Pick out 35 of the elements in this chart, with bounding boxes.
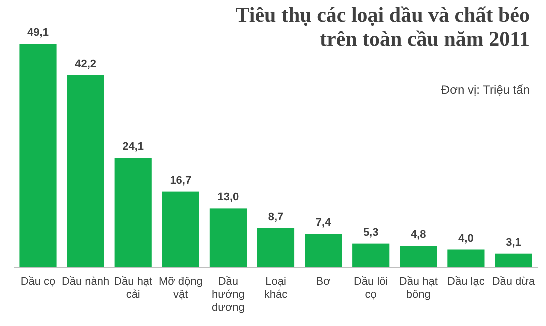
x-tick-label: Dầu nành [62, 276, 110, 288]
x-tick-label: Dầu cọ [20, 276, 56, 288]
x-tick-label: Dầu dừa [492, 276, 536, 288]
bar [352, 244, 390, 268]
data-label: 4,0 [458, 232, 474, 245]
data-label: 7,4 [316, 217, 332, 230]
x-tick-label: Bơ [316, 276, 331, 288]
data-label: 16,7 [170, 174, 192, 187]
bar [257, 228, 295, 268]
x-tick-label: Dầu hạt cải [114, 276, 153, 301]
text: Đơn vị: Triệu tấn [441, 83, 530, 97]
data-label: 24,1 [122, 141, 144, 154]
data-label: 4,8 [411, 229, 426, 242]
x-tick-label: Dầu hướng dương [212, 276, 245, 314]
chart-title: Tiêu thụ các loại dầu và chất béo trên toàn cầu năm 2011 [236, 3, 530, 51]
data-label: 49,1 [28, 27, 49, 39]
bar [305, 234, 342, 268]
bar [448, 250, 485, 268]
bar [114, 158, 152, 268]
data-label: 42,2 [75, 58, 97, 70]
x-tick-label: Dầu lạc [448, 276, 486, 288]
bar [400, 246, 438, 268]
x-tick-label: Dầu hạt bông [399, 276, 438, 301]
bar [495, 254, 532, 268]
x-tick-label: Loại khác [264, 276, 288, 301]
bar [210, 208, 247, 268]
x-tick-label: Dầu lôi cọ [354, 276, 388, 301]
bar [20, 44, 57, 268]
data-label: 13,0 [218, 192, 240, 204]
bar [162, 192, 200, 268]
data-label: 5,3 [363, 226, 379, 239]
bar [67, 75, 104, 268]
data-label: 8,7 [268, 211, 284, 224]
data-label: 3,1 [506, 236, 522, 249]
x-tick-label: Mỡ động vật [158, 276, 203, 301]
